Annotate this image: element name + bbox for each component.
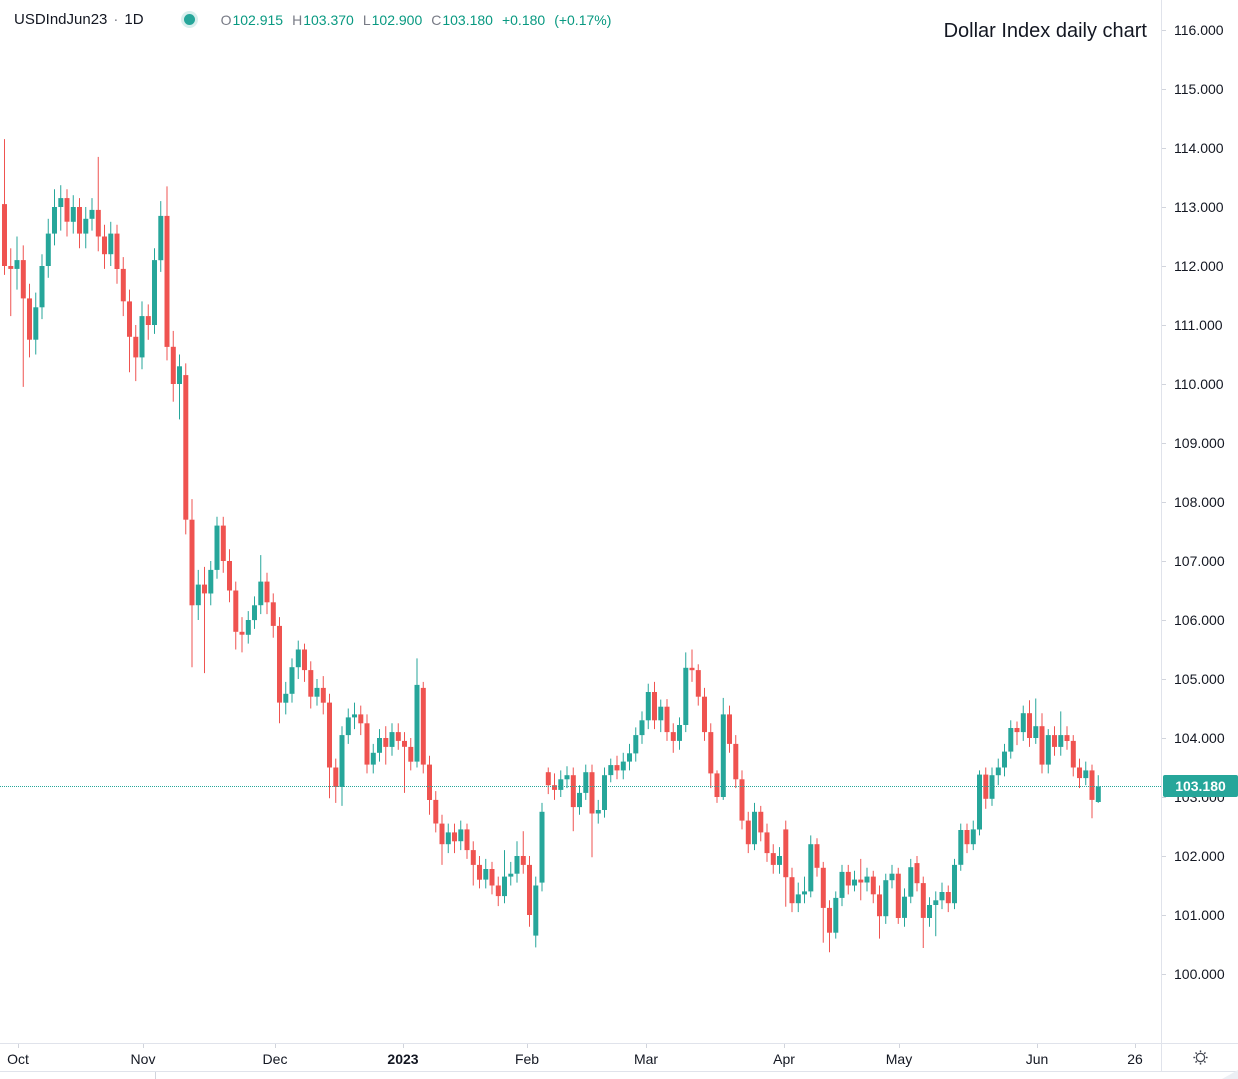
ohlc-values: O 102.915 H 103.370 L 102.900 C 103.180 +0.1… [221, 12, 612, 28]
time-axis[interactable]: Oct Nov Dec 2023 Feb Mar Apr May Jun 26 [0, 1043, 1161, 1071]
time-axis-tick [899, 1044, 900, 1048]
gear-icon [1192, 1050, 1208, 1065]
price-axis-label: 111.000 [1174, 317, 1223, 333]
price-axis-tick [1162, 502, 1166, 503]
price-axis-tick [1162, 974, 1166, 975]
time-axis-label: Jun [1025, 1051, 1049, 1067]
legend-separator: · [113, 11, 119, 28]
open-label: O [220, 11, 232, 28]
high-label: H [292, 11, 303, 28]
price-axis-label: 104.000 [1174, 730, 1225, 746]
time-axis-label: Apr [773, 1051, 795, 1067]
time-axis-tick [275, 1044, 276, 1048]
price-axis-tick [1162, 679, 1166, 680]
price-axis-tick [1162, 443, 1166, 444]
last-price-line [0, 786, 1161, 787]
price-axis-label: 102.000 [1174, 848, 1225, 864]
change-percent: (+0.17%) [554, 11, 612, 28]
pane-separator[interactable] [0, 1071, 1238, 1079]
close-label: C [431, 11, 442, 28]
market-status-icon [183, 14, 195, 25]
symbol-name[interactable]: USDIndJun23 [14, 11, 108, 28]
price-axis-tick [1162, 325, 1166, 326]
price-axis-label: 108.000 [1174, 494, 1225, 510]
price-axis-tick [1162, 797, 1166, 798]
separator-tick [155, 1072, 156, 1079]
time-axis-label: Oct [7, 1051, 29, 1067]
time-axis-tick [646, 1044, 647, 1048]
price-axis-label: 109.000 [1174, 435, 1225, 451]
time-axis-label: Dec [262, 1051, 288, 1067]
price-axis-label: 105.000 [1174, 671, 1225, 687]
low-label: L [362, 11, 371, 28]
time-axis-tick [143, 1044, 144, 1048]
price-axis-tick [1162, 856, 1166, 857]
price-axis[interactable]: 103.180 116.000 115.000 114.000 113.000 112.… [1161, 0, 1238, 1071]
time-axis-tick [18, 1044, 19, 1048]
time-axis-tick [1135, 1044, 1136, 1048]
price-axis-tick [1162, 915, 1166, 916]
price-axis-label: 110.000 [1174, 376, 1224, 392]
price-axis-label: 113.000 [1174, 199, 1224, 215]
candlestick-chart[interactable] [0, 0, 1161, 1043]
high-value: 103.370 [303, 11, 354, 28]
price-axis-tick [1162, 384, 1166, 385]
corner-resize-handle[interactable] [1222, 1070, 1238, 1079]
low-value: 102.900 [371, 11, 423, 28]
price-axis-label: 107.000 [1174, 553, 1225, 569]
time-axis-label: May [885, 1051, 913, 1067]
symbol-legend[interactable]: USDIndJun23 · 1D O 102.915 H 103.370 L 102.… [14, 11, 611, 28]
price-axis-tick [1162, 561, 1166, 562]
price-axis-label: 112.000 [1174, 258, 1224, 274]
price-axis-label: 115.000 [1174, 81, 1224, 97]
price-axis-label: 101.000 [1174, 907, 1225, 923]
chart-plot-area[interactable]: Dollar Index daily chart USDIndJun23 · 1… [0, 0, 1161, 1043]
price-axis-tick [1162, 738, 1166, 739]
chart-title-annotation: Dollar Index daily chart [943, 20, 1147, 42]
time-axis-tick [403, 1044, 404, 1048]
time-axis-tick [527, 1044, 528, 1048]
price-axis-tick [1162, 30, 1166, 31]
price-axis-tick [1162, 620, 1166, 621]
change-value: +0.180 [501, 11, 546, 28]
axis-settings-button[interactable] [1161, 1043, 1238, 1071]
price-axis-label: 116.000 [1174, 22, 1224, 38]
time-axis-label: 26 [1127, 1051, 1143, 1067]
price-axis-tick [1162, 148, 1166, 149]
open-value: 102.915 [232, 11, 284, 28]
time-axis-label: Feb [514, 1051, 540, 1067]
price-axis-label: 100.000 [1174, 966, 1225, 982]
time-axis-tick [1037, 1044, 1038, 1048]
time-axis-label: 2023 [387, 1051, 419, 1067]
price-axis-tick [1162, 89, 1166, 90]
price-axis-label: 114.000 [1174, 140, 1224, 156]
interval-label[interactable]: 1D [124, 11, 144, 28]
time-axis-tick [784, 1044, 785, 1048]
price-axis-label: 106.000 [1174, 612, 1225, 628]
time-axis-label: Mar [633, 1051, 659, 1067]
close-value: 103.180 [442, 11, 493, 28]
time-axis-label: Nov [130, 1051, 156, 1067]
price-axis-tick [1162, 266, 1166, 267]
last-price-badge: 103.180 [1163, 775, 1238, 797]
price-axis-tick [1162, 207, 1166, 208]
